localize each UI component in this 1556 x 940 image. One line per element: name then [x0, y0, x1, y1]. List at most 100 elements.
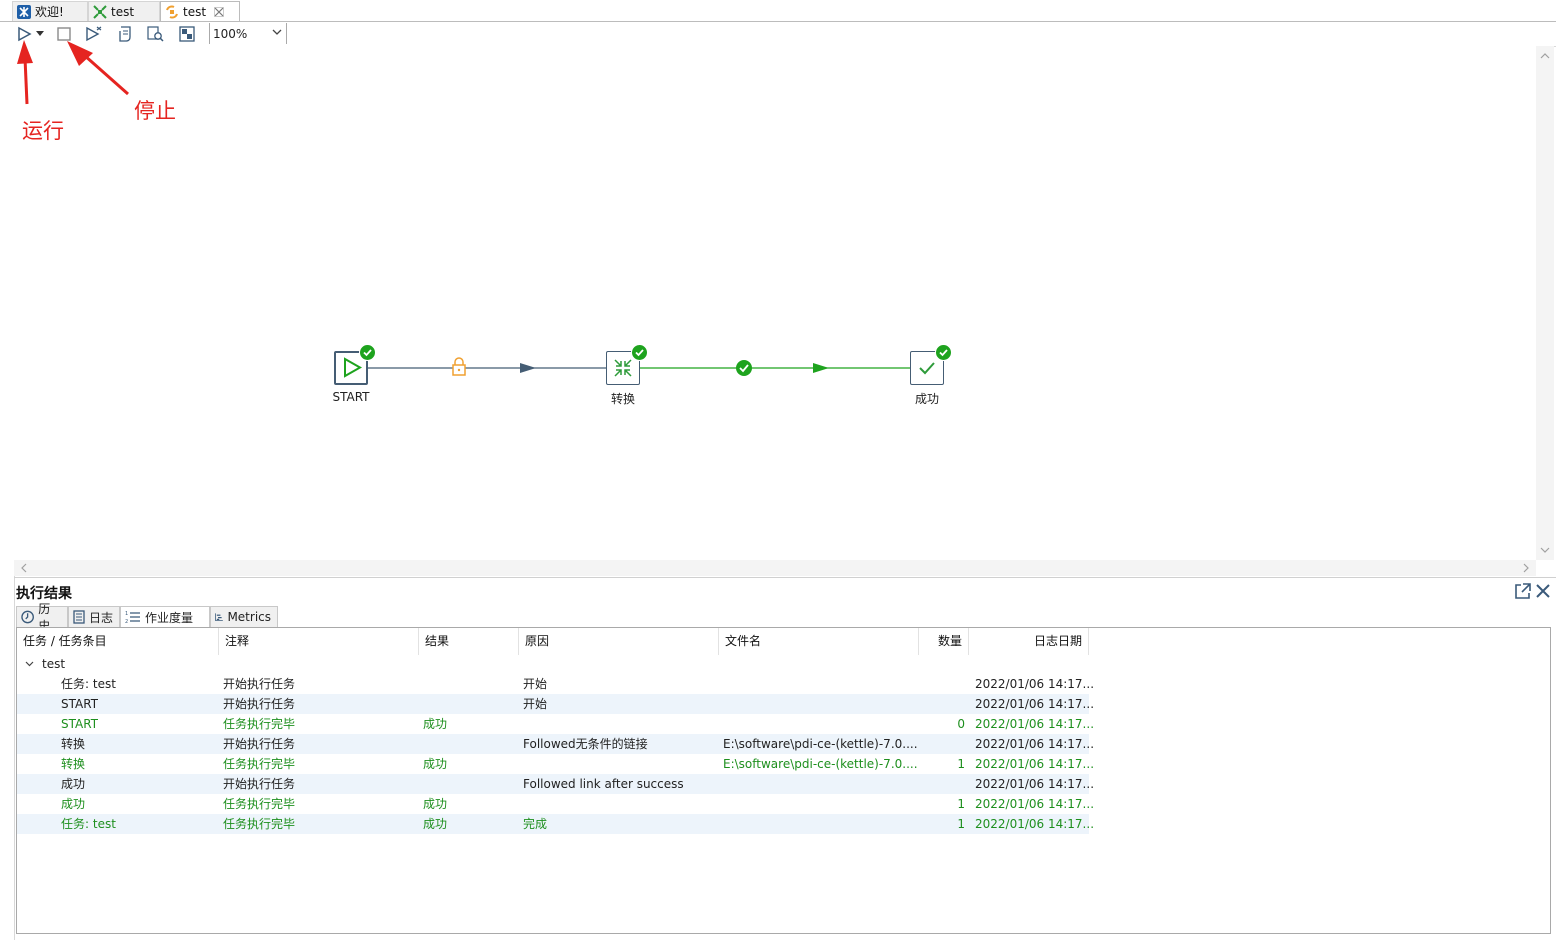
cell-count: 1	[957, 797, 965, 811]
scroll-down-icon[interactable]	[1536, 544, 1554, 556]
table-row[interactable]: 成功 开始执行任务 Followed link after success 2022/…	[17, 774, 1094, 794]
table-row[interactable]: 成功 任务执行完毕 成功 1 2022/01/06 14:17...	[17, 794, 1094, 814]
cell-comment: 开始执行任务	[223, 697, 296, 711]
table-row[interactable]: START 任务执行完毕 成功 0 2022/01/06 14:17...	[17, 714, 1094, 734]
annotation-arrows	[17, 40, 129, 105]
run-button[interactable]	[15, 25, 33, 43]
cell-date: 2022/01/06 14:17...	[975, 737, 1095, 751]
log-doc-icon	[73, 610, 85, 624]
tab-history[interactable]: 历史	[16, 602, 68, 633]
table-row[interactable]: START 开始执行任务 开始 2022/01/06 14:17...	[17, 694, 1094, 714]
tab-label: test	[183, 4, 207, 19]
node-start-label: START	[332, 390, 370, 404]
cell-task: START	[61, 697, 99, 711]
col-comment[interactable]: 注释	[219, 628, 419, 655]
preview-button[interactable]	[85, 25, 103, 43]
table-row[interactable]: 任务: test 开始执行任务 开始 2022/01/06 14:17...	[17, 674, 1094, 694]
arrow-head	[813, 363, 829, 373]
run-preview-icon	[86, 26, 102, 42]
tab-job-test[interactable]: test	[160, 1, 240, 21]
tab-transformation-test[interactable]: test	[88, 1, 160, 21]
zoom-select[interactable]: 100%	[209, 23, 287, 44]
close-panel-icon[interactable]	[1535, 582, 1551, 600]
job-metrics-table: 任务 / 任务条目 注释 结果 原因 文件名 数量 日志日期 test 任务: …	[16, 627, 1551, 934]
table-row[interactable]: 转换 任务执行完毕 成功 E:\software\pdi-ce-(kettle)-7.…	[17, 754, 1094, 774]
tab-log[interactable]: 日志	[68, 606, 120, 627]
cell-result: 成功	[423, 797, 448, 811]
node-success[interactable]	[910, 351, 944, 385]
lock-icon	[452, 357, 466, 376]
hop-layer	[368, 357, 910, 376]
job-icon	[166, 5, 178, 18]
cell-comment: 任务执行完毕	[223, 817, 296, 831]
scroll-left-icon[interactable]	[18, 560, 30, 576]
metrics-chart-icon	[215, 613, 223, 622]
play-icon	[18, 26, 32, 42]
tab-job-metrics[interactable]: 1 2 作业度量	[120, 606, 210, 627]
close-tab-icon[interactable]	[214, 6, 224, 17]
check-button[interactable]	[147, 25, 165, 43]
grid-view-icon	[179, 26, 195, 42]
node-success-label: 成功	[914, 392, 939, 406]
col-log-date[interactable]: 日志日期	[969, 628, 1089, 655]
cell-count: 1	[957, 757, 965, 771]
cell-date: 2022/01/06 14:17...	[975, 697, 1095, 711]
stop-annotation: 停止	[134, 99, 176, 123]
table-row[interactable]: 任务: test 任务执行完毕 成功 完成 1 2022/01/06 14:17...	[17, 814, 1094, 834]
svg-text:2: 2	[125, 619, 128, 624]
col-count[interactable]: 数量	[919, 628, 969, 655]
cell-reason: 开始	[523, 697, 548, 711]
tab-label: 日志	[89, 610, 114, 625]
node-transformation-label: 转换	[610, 392, 635, 406]
node-status-check-icon	[935, 344, 952, 361]
metrics-list-icon: 1 2	[125, 611, 140, 624]
cell-task: 转换	[61, 737, 86, 751]
col-result[interactable]: 结果	[419, 628, 519, 655]
col-reason[interactable]: 原因	[519, 628, 719, 655]
col-task[interactable]: 任务 / 任务条目	[17, 628, 219, 655]
tab-welcome[interactable]: 欢迎!	[12, 1, 88, 21]
scroll-right-icon[interactable]	[1520, 560, 1532, 576]
cell-result: 成功	[423, 717, 448, 731]
impact-button[interactable]	[178, 25, 196, 43]
kettle-logo-icon	[17, 4, 31, 19]
cell-date: 2022/01/06 14:17...	[975, 777, 1095, 791]
svg-text:1: 1	[125, 611, 128, 617]
run-annotation: 运行	[22, 119, 64, 143]
cell-result: 成功	[423, 757, 448, 771]
cell-task: 转换	[61, 757, 86, 771]
cell-result: 成功	[423, 817, 448, 831]
scroll-up-icon[interactable]	[1536, 50, 1554, 62]
stop-arrow-shaft	[83, 53, 129, 96]
start-play-icon	[344, 357, 363, 378]
tab-label: 欢迎!	[35, 5, 64, 19]
table-row[interactable]: 转换 开始执行任务 Followed无条件的链接 E:\software\pdi-ce…	[17, 734, 1094, 754]
cell-comment: 任务执行完毕	[223, 757, 296, 771]
arrow-head	[520, 363, 536, 373]
tab-metrics[interactable]: Metrics	[210, 606, 278, 627]
panel-divider[interactable]	[14, 577, 1556, 578]
job-canvas[interactable]	[14, 46, 1554, 576]
popout-icon[interactable]	[1514, 582, 1532, 600]
cell-task: 任务: test	[61, 677, 116, 691]
cell-file: E:\software\pdi-ce-(kettle)-7.0....	[723, 757, 918, 771]
tab-label: Metrics	[227, 610, 271, 624]
canvas-vertical-scrollbar[interactable]	[1536, 46, 1554, 560]
cell-date: 2022/01/06 14:17...	[975, 797, 1095, 811]
replay-button[interactable]	[116, 25, 134, 43]
cell-reason: Followed link after success	[523, 777, 684, 791]
tree-group-row[interactable]: test	[17, 654, 1089, 674]
node-status-check-icon	[631, 344, 648, 361]
cell-date: 2022/01/06 14:17...	[975, 757, 1095, 771]
run-arrow-head	[17, 40, 33, 64]
cell-reason: 开始	[523, 677, 548, 691]
cell-comment: 任务执行完毕	[223, 797, 296, 811]
canvas-horizontal-scrollbar[interactable]	[14, 560, 1536, 576]
tab-label: test	[111, 4, 135, 19]
stop-button[interactable]	[55, 25, 73, 43]
cell-count: 0	[957, 717, 965, 731]
chevron-down-icon[interactable]	[25, 660, 34, 668]
editor-tab-bar: 欢迎! test test	[0, 0, 1556, 22]
col-filename[interactable]: 文件名	[719, 628, 919, 655]
run-options-dropdown[interactable]	[35, 25, 45, 43]
